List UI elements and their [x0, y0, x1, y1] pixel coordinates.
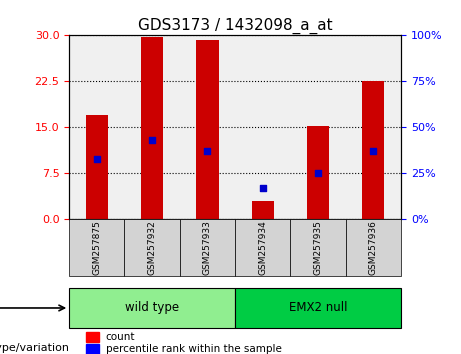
Bar	[196, 40, 219, 219]
Text: GSM257933: GSM257933	[203, 220, 212, 275]
FancyBboxPatch shape	[346, 219, 401, 276]
Text: GSM257936: GSM257936	[369, 220, 378, 275]
Text: wild type: wild type	[125, 302, 179, 314]
Bar	[141, 37, 163, 219]
Text: GSM257932: GSM257932	[148, 221, 157, 275]
FancyBboxPatch shape	[69, 219, 124, 276]
Bar	[307, 126, 329, 219]
Bar	[362, 81, 384, 219]
Text: GSM257934: GSM257934	[258, 221, 267, 275]
Bar	[86, 344, 99, 354]
Point	[314, 171, 322, 176]
FancyBboxPatch shape	[290, 219, 346, 276]
Point	[148, 137, 156, 143]
Bar	[86, 115, 108, 219]
Text: count: count	[106, 332, 135, 342]
Text: genotype/variation: genotype/variation	[0, 343, 69, 353]
Point	[93, 156, 100, 161]
Text: EMX2 null: EMX2 null	[289, 302, 347, 314]
FancyBboxPatch shape	[235, 219, 290, 276]
FancyBboxPatch shape	[235, 288, 401, 328]
Text: GSM257935: GSM257935	[313, 220, 323, 275]
Point	[204, 149, 211, 154]
Bar	[252, 201, 274, 219]
Point	[370, 149, 377, 154]
Bar	[86, 332, 99, 342]
Text: GSM257875: GSM257875	[92, 220, 101, 275]
FancyBboxPatch shape	[180, 219, 235, 276]
Point	[259, 185, 266, 191]
Title: GDS3173 / 1432098_a_at: GDS3173 / 1432098_a_at	[138, 18, 332, 34]
FancyBboxPatch shape	[124, 219, 180, 276]
Text: percentile rank within the sample: percentile rank within the sample	[106, 344, 282, 354]
FancyBboxPatch shape	[69, 288, 235, 328]
